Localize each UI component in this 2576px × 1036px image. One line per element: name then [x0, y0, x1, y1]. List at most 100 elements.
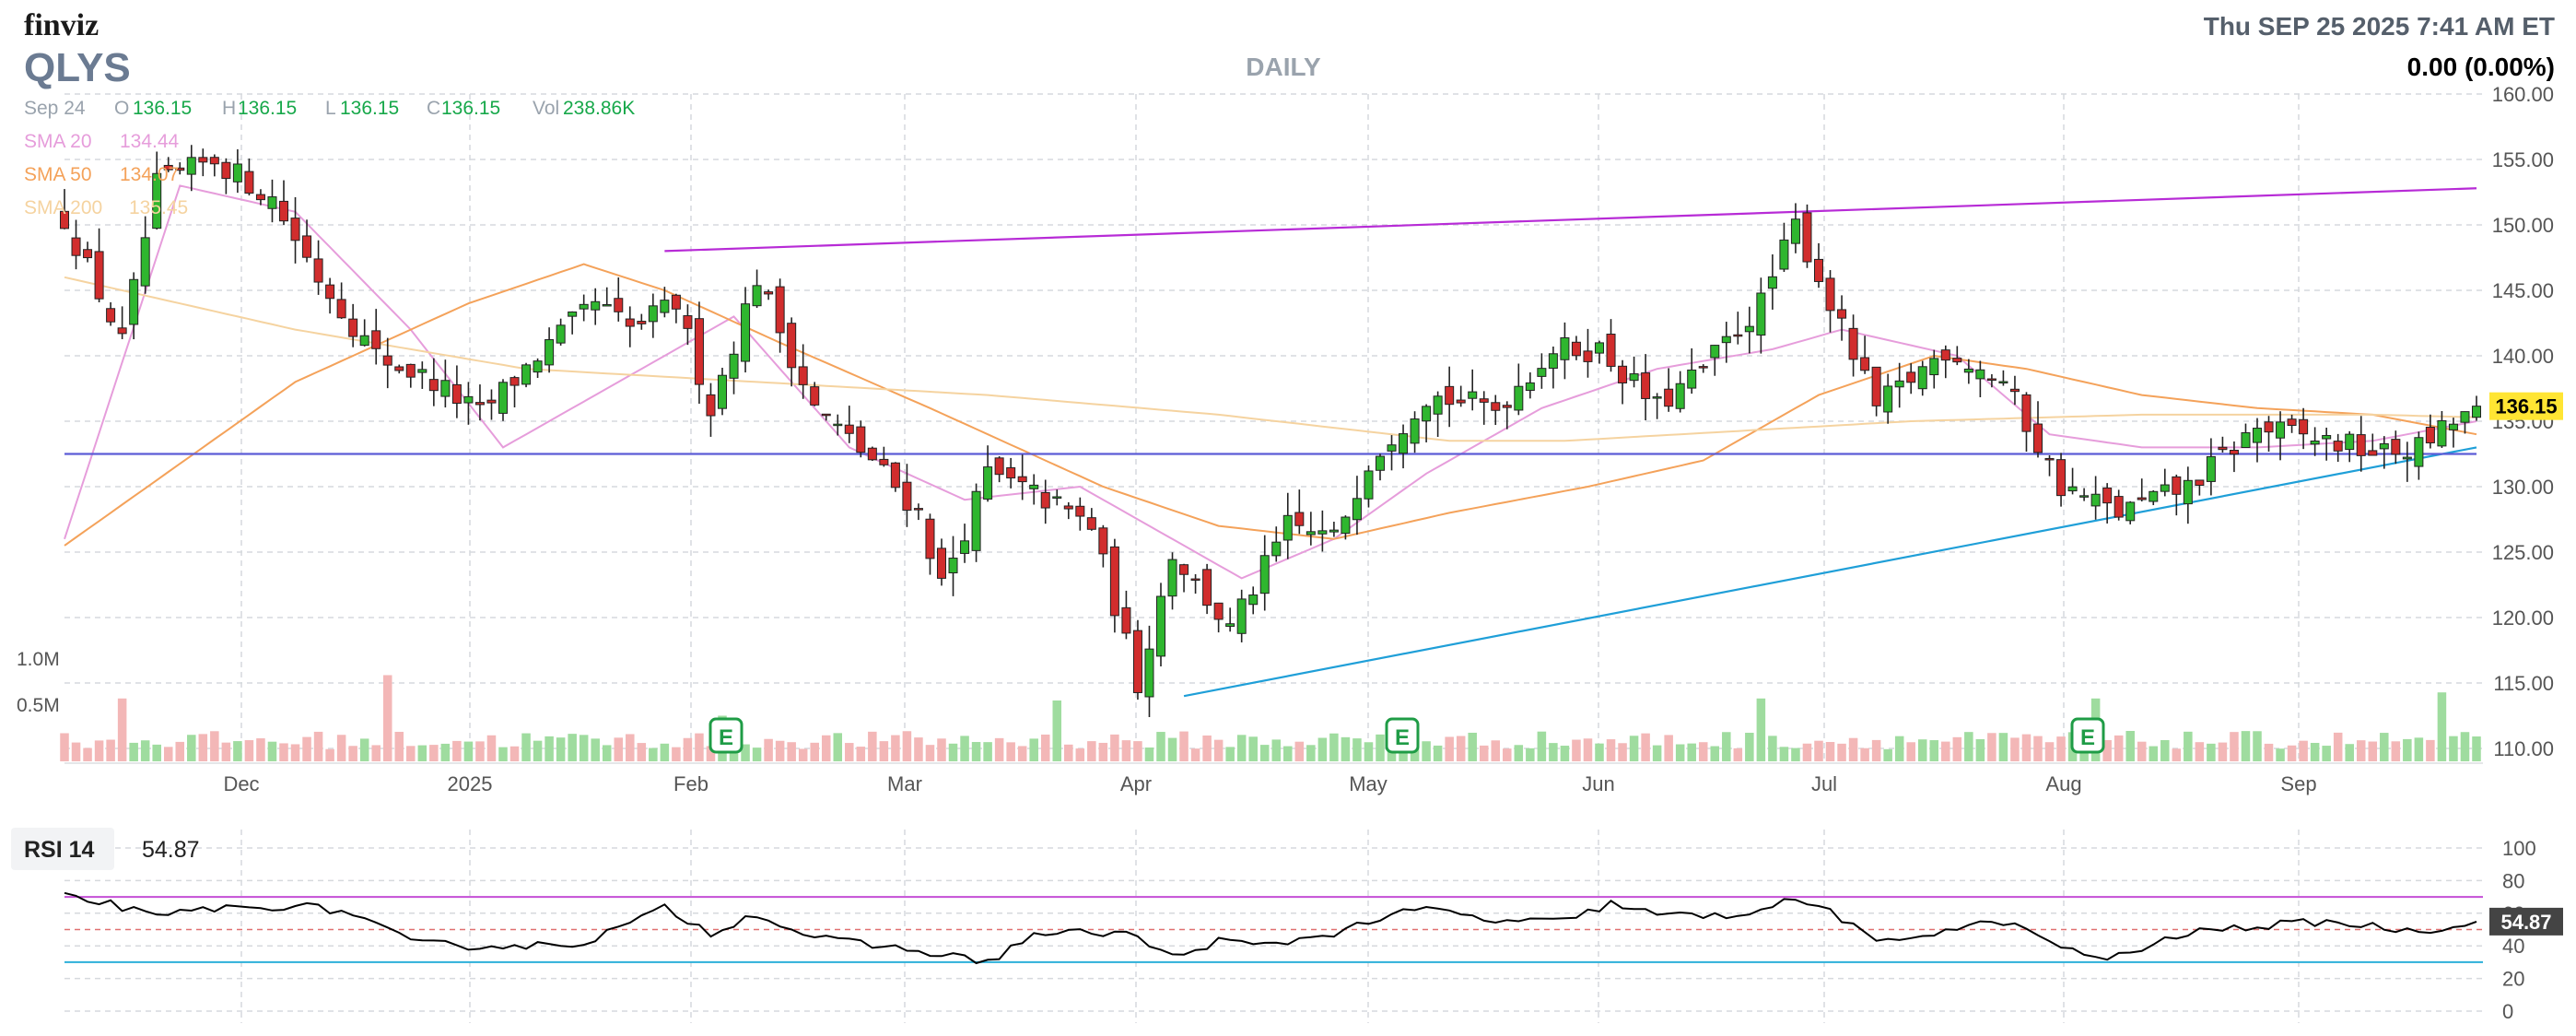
volume-bar	[2184, 731, 2193, 761]
candle-body	[533, 360, 543, 373]
price-tick-label: 130.00	[2492, 476, 2554, 499]
volume-bar	[313, 731, 323, 761]
volume-bar	[1733, 748, 1743, 761]
sma20-line	[64, 184, 2477, 580]
candle-body	[810, 386, 820, 406]
candle-body	[671, 294, 681, 310]
volume-bar	[210, 731, 219, 761]
volume-bar	[175, 741, 185, 761]
candle-body	[694, 318, 704, 385]
candle-body	[1721, 336, 1731, 344]
volume-bar	[994, 737, 1004, 761]
candle-body	[1445, 385, 1455, 406]
last-price-tag-bg	[2489, 392, 2563, 420]
chart-grid	[64, 93, 2483, 1023]
volume-bar	[983, 742, 992, 761]
earnings-icon-box[interactable]	[708, 717, 744, 754]
rsi-label-box[interactable]	[11, 828, 114, 870]
candle-body	[1525, 382, 1535, 392]
volume-bar	[925, 745, 935, 761]
volume-bar	[960, 736, 969, 761]
earnings-icon-box[interactable]	[1385, 717, 1420, 754]
candle-body	[302, 235, 312, 258]
volume-bar	[1422, 741, 1431, 761]
candle-body	[209, 157, 219, 165]
volume-tick-label: 0.5M	[17, 695, 60, 716]
volume-bar	[2333, 732, 2343, 761]
candle-body	[2379, 442, 2389, 450]
candle-body	[1906, 371, 1916, 383]
earnings-icon-box[interactable]	[2070, 717, 2105, 754]
volume-bar	[2253, 731, 2262, 761]
volume-bar	[1364, 742, 1374, 761]
candle-body	[2206, 455, 2216, 482]
price-tick-label: 145.00	[2492, 279, 2554, 302]
earnings-icon[interactable]: E	[1385, 717, 1420, 754]
candle-body	[2471, 406, 2482, 418]
volume-bar	[336, 735, 346, 761]
ohlc-low-value: 136.15	[340, 98, 399, 119]
candle-body	[1364, 470, 1374, 500]
volume-bar	[1664, 735, 1673, 761]
volume-bar	[1064, 744, 1073, 761]
price-tick-label: 140.00	[2492, 345, 2554, 368]
candle-body	[509, 377, 520, 386]
date-tick-label: Apr	[1120, 772, 1152, 795]
candle-body	[833, 423, 843, 427]
volume-bar	[1549, 743, 1558, 761]
volume-bar	[1629, 736, 1639, 761]
candle-body	[902, 481, 912, 512]
candle-body	[1306, 531, 1316, 536]
candle-body	[2067, 486, 2078, 492]
volume-bar	[221, 742, 231, 761]
finviz-logo[interactable]: finviz	[24, 8, 99, 42]
volume-bar	[83, 748, 92, 761]
volume-bar	[741, 744, 750, 761]
candle-body	[1029, 484, 1039, 489]
candle-body	[844, 424, 854, 434]
candle-body	[706, 394, 716, 417]
candle-body	[2252, 428, 2263, 443]
volume-bar	[1572, 739, 1581, 761]
candle-body	[255, 194, 265, 201]
volume-bar	[279, 743, 288, 761]
volume-bar	[117, 698, 127, 761]
volume-bar	[683, 737, 693, 761]
ohlc-high-value: 136.15	[238, 98, 297, 119]
candle-body	[417, 369, 427, 373]
earnings-icon[interactable]: E	[708, 717, 744, 754]
candle-body	[1629, 373, 1639, 382]
volume-bar	[914, 737, 923, 761]
earnings-icon[interactable]: E	[2070, 717, 2105, 754]
volume-bar	[787, 742, 796, 761]
candle-body	[1132, 630, 1142, 693]
price-tick-label: 125.00	[2492, 541, 2554, 564]
candle-body	[1236, 598, 1247, 634]
candle-body	[1433, 395, 1443, 415]
candle-body	[625, 318, 635, 327]
rsi-label[interactable]: RSI 14	[24, 837, 95, 863]
candle-body	[1341, 516, 1351, 535]
candle-body	[2414, 437, 2424, 467]
volume-bar	[1248, 736, 1258, 761]
candle-body	[602, 303, 612, 307]
volume-bar	[1583, 738, 1593, 761]
candle-body	[1040, 491, 1050, 509]
candle-body	[2079, 495, 2090, 498]
candle-body	[106, 308, 116, 323]
resistance-trendline[interactable]	[664, 187, 2477, 253]
candle-body	[936, 547, 947, 579]
rsi-tick-label: 100	[2502, 837, 2536, 860]
support-trendline[interactable]	[1183, 446, 2477, 698]
volume-bar	[348, 746, 357, 761]
volume-bar	[752, 748, 762, 761]
price-tick-label: 110.00	[2493, 737, 2554, 760]
candle-body	[2356, 434, 2366, 456]
price-tick-label: 150.00	[2492, 214, 2554, 237]
volume-tick-label: 1.0M	[17, 649, 60, 670]
sma-legend: SMA 20 134.44 SMA 50 134.07 SMA 200 135.…	[24, 131, 188, 218]
date-tick-label: Mar	[887, 772, 922, 795]
rsi-panel: 100806040200	[64, 837, 2536, 1023]
volume-bar	[2287, 745, 2297, 761]
